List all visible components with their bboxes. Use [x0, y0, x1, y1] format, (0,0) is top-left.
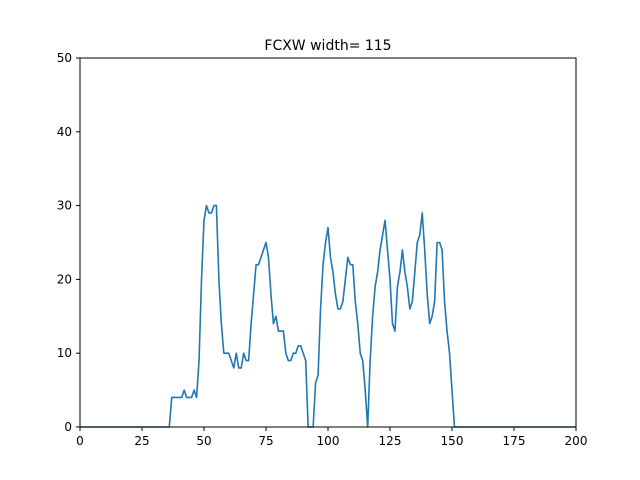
plot-frame	[79, 57, 577, 428]
x-tick-label: 0	[76, 434, 84, 448]
x-tick-label: 25	[134, 434, 149, 448]
chart-title: FCXW width= 115	[264, 38, 391, 54]
x-tick-label: 150	[441, 434, 464, 448]
y-tick-label: 0	[64, 420, 72, 434]
y-tick-label: 50	[57, 51, 72, 65]
y-tick-label: 10	[57, 346, 72, 360]
x-tick-label: 50	[196, 434, 211, 448]
series-layer	[80, 204, 576, 428]
x-tick-label: 175	[503, 434, 526, 448]
x-tick-label: 75	[258, 434, 273, 448]
x-tick-label: 200	[565, 434, 588, 448]
y-axis: 0 10 20 30 40 50	[57, 51, 80, 434]
x-axis: 0 25 50 75 100 125 150 175 200	[76, 427, 587, 448]
x-tick-label: 125	[379, 434, 402, 448]
x-tick-label: 100	[317, 434, 340, 448]
y-tick-label: 20	[57, 272, 72, 286]
y-tick-label: 40	[57, 125, 72, 139]
y-tick-label: 30	[57, 199, 72, 213]
series-line	[80, 204, 576, 428]
